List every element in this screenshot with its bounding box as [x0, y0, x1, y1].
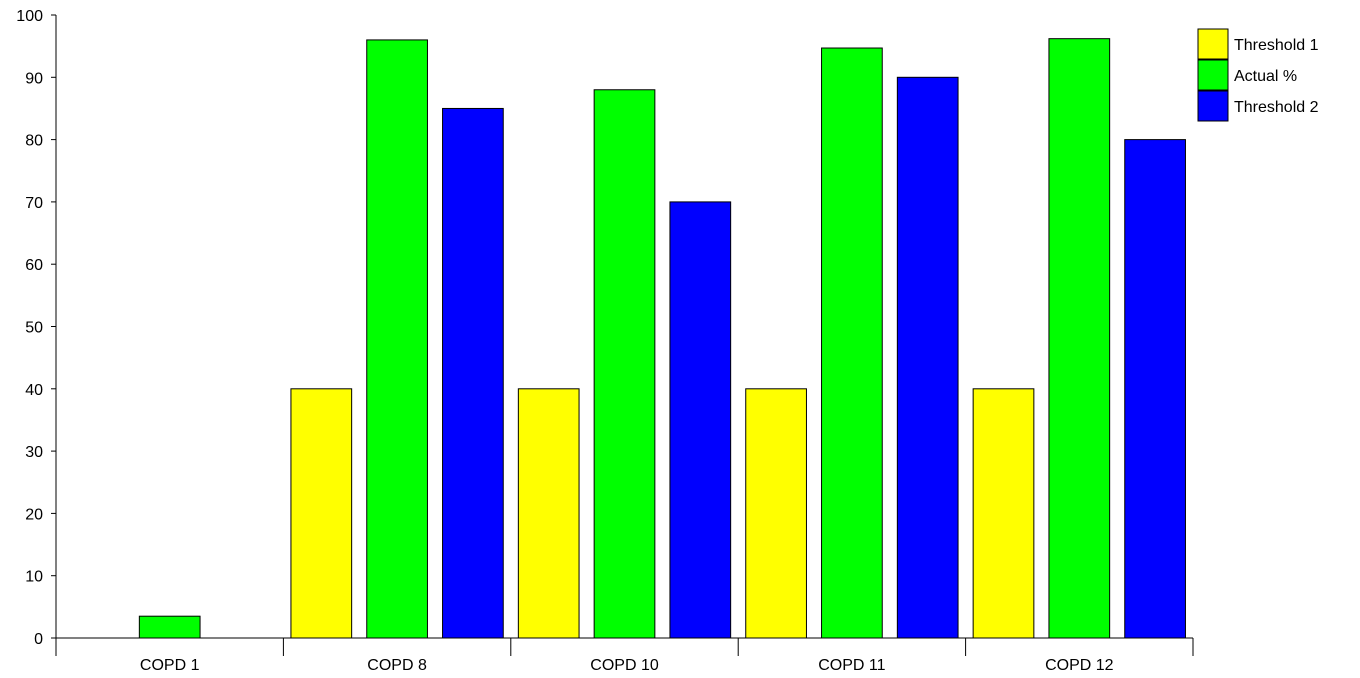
bar-actual-copd-12 — [1048, 38, 1111, 639]
legend-label: Threshold 1 — [1234, 37, 1319, 54]
bar-actual-copd-8 — [366, 39, 428, 639]
legend-label: Threshold 2 — [1234, 99, 1319, 116]
y-tick-label: 30 — [25, 444, 43, 461]
y-tick-label: 40 — [25, 382, 43, 399]
x-axis: COPD 1 COPD 8 COPD 10 COPD 11 COPD 12 — [55, 637, 1194, 674]
bar-actual-copd-11 — [821, 47, 883, 639]
y-tick-label: 100 — [16, 8, 43, 25]
bar-threshold-1-copd-10 — [517, 388, 580, 639]
y-tick-label: 90 — [25, 70, 43, 87]
bar-threshold-2-copd-11 — [896, 76, 959, 639]
bar-threshold-2-copd-12 — [1124, 139, 1186, 639]
legend-swatch — [1197, 59, 1229, 91]
bar-threshold-2-copd-10 — [669, 201, 732, 639]
legend: Threshold 1 Actual % Threshold 2 — [1197, 28, 1319, 122]
bars — [138, 38, 1186, 639]
x-tick-label: COPD 8 — [367, 657, 427, 674]
x-tick-label: COPD 10 — [590, 657, 659, 674]
bar-threshold-1-copd-8 — [290, 388, 353, 639]
bar-threshold-2-copd-8 — [442, 107, 504, 639]
y-tick-label: 0 — [34, 631, 43, 648]
y-axis: 0 10 20 30 40 50 60 70 80 90 100 — [16, 8, 57, 648]
x-tick-label: COPD 12 — [1045, 657, 1114, 674]
y-tick-label: 20 — [25, 506, 43, 523]
y-tick-label: 60 — [25, 257, 43, 274]
bar-threshold-1-copd-12 — [972, 388, 1035, 639]
x-tick-label: COPD 11 — [818, 657, 885, 674]
bar-actual-copd-10 — [593, 89, 656, 639]
legend-swatch — [1197, 28, 1229, 60]
x-tick-label: COPD 1 — [140, 657, 200, 674]
y-tick-label: 10 — [25, 569, 43, 586]
bar-actual-copd-1 — [138, 615, 201, 639]
legend-swatch — [1197, 90, 1229, 122]
y-tick-label: 70 — [25, 195, 43, 212]
bar-threshold-1-copd-11 — [745, 388, 807, 639]
y-tick-label: 50 — [25, 320, 43, 337]
legend-label: Actual % — [1234, 68, 1297, 85]
y-tick-label: 80 — [25, 133, 43, 150]
